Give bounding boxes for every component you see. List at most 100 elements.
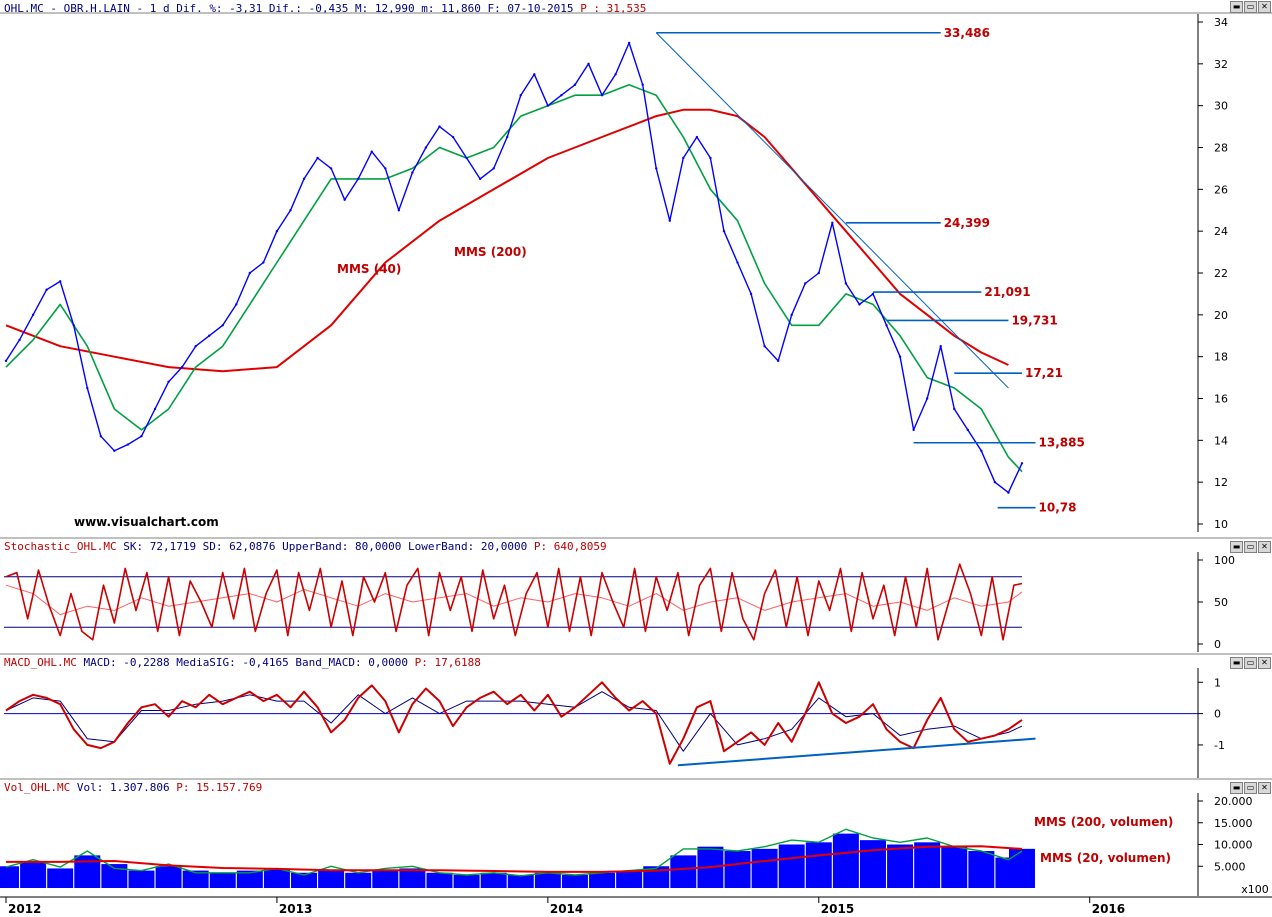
y-tick-label: -1 xyxy=(1214,739,1225,752)
stoch-sk-line xyxy=(5,563,1023,641)
y-tick-label: 5.000 xyxy=(1214,860,1246,873)
close-icon[interactable]: ✕ xyxy=(1258,782,1271,794)
volume-bar xyxy=(155,866,182,888)
price-point xyxy=(275,229,279,233)
price-point xyxy=(980,449,983,452)
price-point xyxy=(898,355,902,358)
y-tick-label: 14 xyxy=(1214,434,1228,447)
vol-title-info: Vol: 1.307.806 xyxy=(70,781,177,794)
level-label: 13,885 xyxy=(1039,436,1085,450)
main-title-info: Dif. %: -3,31 Dif.: -0,435 M: 12,990 m: … xyxy=(169,2,581,15)
volume-bar xyxy=(318,870,345,888)
level-label: 21,091 xyxy=(984,285,1030,299)
x-tick-label: 2012 xyxy=(8,902,41,916)
price-point xyxy=(262,261,265,264)
vol-title-name: Vol_OHL.MC xyxy=(4,781,71,794)
price-point xyxy=(573,83,577,86)
price-point xyxy=(587,62,590,66)
price-point xyxy=(207,334,211,337)
vol-mma200-line xyxy=(6,845,1023,873)
price-point xyxy=(804,282,807,285)
level-label: 24,399 xyxy=(944,216,990,230)
price-point xyxy=(844,282,848,285)
volume-bar xyxy=(670,855,697,888)
price-point xyxy=(885,324,888,327)
minimize-icon[interactable]: ▬ xyxy=(1230,541,1243,553)
macd-title-last: P: 17,6188 xyxy=(414,656,481,669)
restore-icon[interactable]: ▭ xyxy=(1244,657,1257,669)
volume-bar xyxy=(589,872,616,888)
price-point xyxy=(912,428,915,432)
price-point xyxy=(600,94,604,97)
price-point xyxy=(790,313,793,317)
volume-bar xyxy=(0,866,19,888)
y-tick-label: 0 xyxy=(1214,708,1221,721)
stoch-title-info: SK: 72,1719 SD: 62,0876 UpperBand: 80,00… xyxy=(116,540,534,553)
y-tick-label: 24 xyxy=(1214,225,1228,238)
volume-bar xyxy=(859,840,886,888)
vol-mma20-line xyxy=(5,828,1023,877)
y-tick-label: 22 xyxy=(1214,267,1228,280)
price-point xyxy=(343,198,346,201)
price-point xyxy=(302,177,306,181)
macd-divergence-line xyxy=(677,737,1036,767)
level-label: 33,486 xyxy=(944,26,990,40)
y-tick-label: 50 xyxy=(1214,596,1228,609)
stoch-title-name: Stochastic_OHL.MC xyxy=(4,540,117,553)
y-tick-label: 34 xyxy=(1214,16,1228,29)
y-tick-label: 12 xyxy=(1214,476,1228,489)
volume-bar xyxy=(372,870,399,888)
y-tick-label: 20 xyxy=(1214,309,1228,322)
mma40-label: MMS (40) xyxy=(337,262,401,276)
volume-bar xyxy=(968,851,995,888)
volume-bar xyxy=(914,842,941,888)
minimize-icon[interactable]: ▬ xyxy=(1230,782,1243,794)
volume-bar xyxy=(1008,848,1035,888)
minimize-icon[interactable]: ▬ xyxy=(1230,657,1243,669)
price-point xyxy=(113,449,116,452)
price-point xyxy=(99,434,103,438)
price-point xyxy=(438,125,441,128)
main-title-symbol: OHL.MC - OBR.H.LAIN - 1 d xyxy=(4,2,170,15)
price-point xyxy=(614,73,617,76)
volume-bar xyxy=(345,872,372,888)
volume-bar xyxy=(101,864,128,888)
macd-panel-title: MACD_OHL.MC MACD: -0,2288 MediaSIG: -0,4… xyxy=(4,656,481,669)
volume-bar xyxy=(291,872,318,888)
price-point xyxy=(763,345,766,348)
restore-icon[interactable]: ▭ xyxy=(1244,541,1257,553)
price-point xyxy=(424,146,428,149)
mma40-line xyxy=(5,84,1023,473)
price-point xyxy=(384,167,387,170)
macd-line xyxy=(5,681,1023,765)
main-title-last: P : 31,535 xyxy=(580,2,647,15)
price-point xyxy=(953,407,956,411)
price-point xyxy=(1020,462,1024,465)
level-label: 17,21 xyxy=(1025,366,1063,380)
downtrend-line xyxy=(655,32,1009,389)
y-tick-label: 10.000 xyxy=(1214,839,1253,852)
y-tick-label: 15.000 xyxy=(1214,817,1253,830)
volume-bar xyxy=(724,851,751,888)
price-point xyxy=(153,407,157,411)
price-point xyxy=(993,480,997,484)
price-point xyxy=(31,313,35,317)
price-point xyxy=(736,261,739,264)
price-point xyxy=(329,167,333,170)
level-label: 10,78 xyxy=(1039,501,1077,515)
restore-icon[interactable]: ▭ xyxy=(1244,782,1257,794)
price-point xyxy=(4,359,8,363)
macd-signal-line xyxy=(5,691,1023,752)
level-label: 19,731 xyxy=(1011,313,1057,327)
volume-bar xyxy=(778,844,805,888)
volume-bar xyxy=(236,870,263,888)
price-point xyxy=(451,135,455,139)
close-icon[interactable]: ✕ xyxy=(1258,657,1271,669)
price-point xyxy=(1007,491,1010,494)
price-point xyxy=(397,209,401,212)
volume-bar xyxy=(209,872,236,888)
volume-bar xyxy=(20,861,47,888)
restore-icon[interactable]: ▭ xyxy=(1244,1,1257,13)
close-icon[interactable]: ✕ xyxy=(1258,541,1271,553)
macd-title-name: MACD_OHL.MC xyxy=(4,656,77,669)
